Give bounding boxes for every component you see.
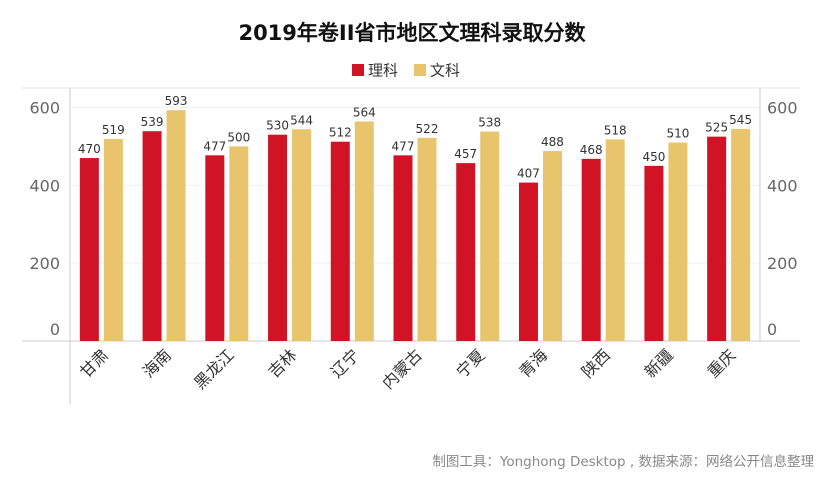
category-label: 辽宁 <box>327 345 363 381</box>
axes: 0 0 200 200 400 400 600 600 <box>22 87 800 404</box>
category-label: 新疆 <box>641 345 677 381</box>
bar <box>456 163 476 341</box>
data-label: 525 <box>705 121 728 135</box>
bar <box>229 146 249 341</box>
bar <box>417 137 437 341</box>
data-label: 539 <box>141 115 164 129</box>
category-labels: 甘肃 海南 黑龙江 吉林 辽宁 内蒙古 宁夏 青海 陕西 新疆 重庆 <box>76 345 739 392</box>
bar <box>268 134 288 341</box>
y-tick-label-right: 0 <box>767 320 777 339</box>
bar <box>644 165 664 341</box>
source-note: 制图工具：Yonghong Desktop , 数据来源：网络公开信息整理 <box>432 453 814 470</box>
data-label: 468 <box>580 143 603 157</box>
bar <box>518 182 538 341</box>
bars <box>79 110 751 341</box>
data-label: 407 <box>517 167 540 181</box>
legend-label: 文科 <box>430 62 460 80</box>
y-tick-label-left: 600 <box>29 98 60 117</box>
chart-title: 2019年卷II省市地区文理科录取分数 <box>238 21 586 45</box>
data-label: 518 <box>604 123 627 137</box>
data-label: 457 <box>454 147 477 161</box>
data-label: 470 <box>78 142 101 156</box>
bar <box>103 138 123 341</box>
legend-swatch <box>414 64 426 76</box>
data-label: 538 <box>478 116 501 130</box>
data-label: 519 <box>102 123 125 137</box>
category-label: 陕西 <box>578 345 614 381</box>
y-tick-label-right: 600 <box>767 98 798 117</box>
y-tick-label-right: 200 <box>767 254 798 273</box>
category-label: 吉林 <box>264 345 300 381</box>
y-tick-label-left: 0 <box>50 320 60 339</box>
data-label: 477 <box>203 139 226 153</box>
data-label: 564 <box>353 105 376 119</box>
bar <box>542 151 562 341</box>
data-label: 545 <box>729 113 752 127</box>
data-label: 450 <box>642 150 665 164</box>
legend: 理科 文科 <box>352 62 460 80</box>
bar <box>354 121 374 341</box>
category-label: 甘肃 <box>76 345 112 381</box>
data-label: 593 <box>165 94 188 108</box>
category-label: 青海 <box>515 345 551 381</box>
category-label: 宁夏 <box>452 345 488 381</box>
data-label: 477 <box>392 139 415 153</box>
data-label: 522 <box>416 122 439 136</box>
legend-label: 理科 <box>368 62 398 80</box>
data-label: 530 <box>266 119 289 133</box>
bar <box>166 110 186 341</box>
category-label: 内蒙古 <box>378 345 425 392</box>
bar <box>142 131 162 341</box>
bar <box>292 129 312 341</box>
data-label: 512 <box>329 126 352 140</box>
data-label: 500 <box>227 130 250 144</box>
bar <box>731 128 751 341</box>
bar <box>393 155 413 341</box>
bar <box>330 141 350 341</box>
category-label: 重庆 <box>703 345 739 381</box>
bar <box>79 158 99 341</box>
data-label: 510 <box>666 126 689 140</box>
bar <box>581 158 601 341</box>
y-tick-label-left: 400 <box>29 176 60 195</box>
bar <box>605 139 625 341</box>
bar <box>205 155 225 341</box>
y-tick-label-right: 400 <box>767 176 798 195</box>
bar <box>668 142 688 341</box>
category-label: 海南 <box>139 345 175 381</box>
y-tick-label-left: 200 <box>29 254 60 273</box>
bar <box>707 136 727 341</box>
data-label: 488 <box>541 135 564 149</box>
category-label: 黑龙江 <box>190 345 237 392</box>
data-label: 544 <box>290 113 313 127</box>
bar <box>480 131 500 341</box>
legend-swatch <box>352 64 364 76</box>
